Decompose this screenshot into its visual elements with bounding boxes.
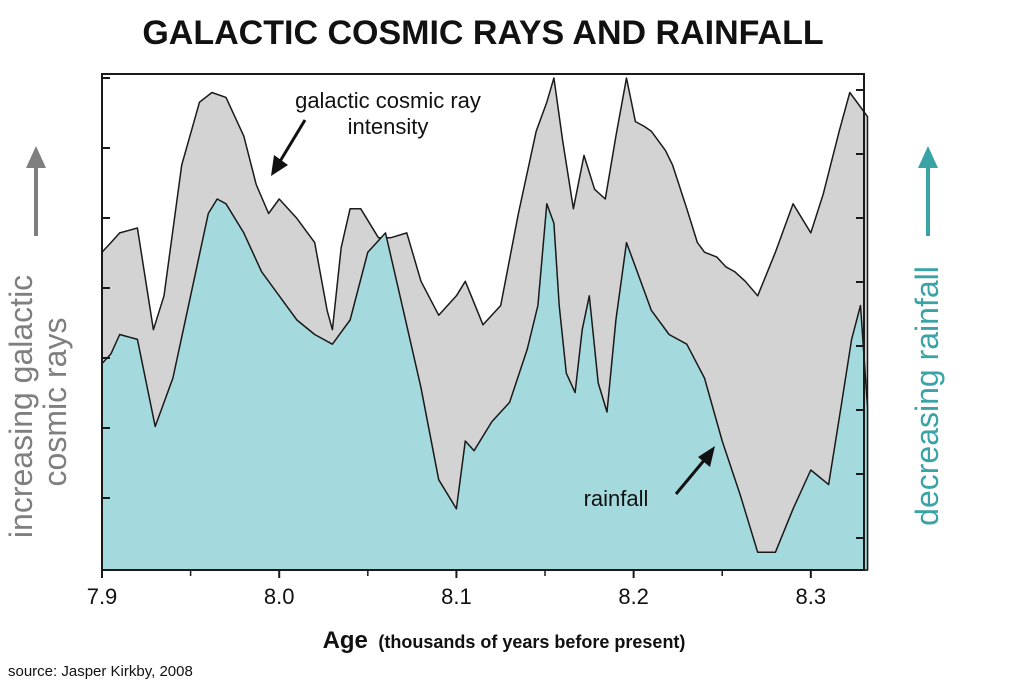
x-tick-label: 8.1 (441, 584, 472, 609)
plot-area (101, 77, 869, 571)
right-up-arrow-icon (918, 146, 938, 168)
left-up-arrow-icon (26, 146, 46, 168)
right-axis-label: decreasing rainfall (909, 266, 945, 526)
x-axis-label: Age (thousands of years before present) (323, 627, 686, 654)
source-note: source: Jasper Kirkby, 2008 (8, 663, 193, 680)
chart-title: GALACTIC COSMIC RAYS AND RAINFALL (142, 14, 823, 52)
x-axis-label-note: (thousands of years before present) (378, 632, 685, 652)
right-axis-ticks (856, 89, 864, 539)
x-tick-label: 8.2 (618, 584, 649, 609)
x-tick-label: 8.0 (264, 584, 295, 609)
plot-frame (101, 73, 865, 571)
cosmic-annotation-line1: galactic cosmic ray (295, 88, 481, 113)
rainfall-area (101, 198, 869, 571)
x-axis-label-main: Age (323, 627, 368, 654)
rainfall-annotation: rainfall (584, 486, 649, 511)
x-axis-ticks: 7.9 8.0 8.1 8.2 8.3 (87, 570, 826, 609)
cosmic-annotation-line2: intensity (348, 114, 429, 139)
rainfall-annotation-arrow-head-icon (698, 446, 715, 467)
left-axis-label-line2: cosmic rays (37, 318, 73, 487)
cosmic-annotation-arrow-head-icon (271, 155, 288, 176)
left-axis-label-line1: increasing galactic (3, 275, 39, 538)
cosmic-annotation-arrow-shaft (277, 119, 307, 164)
x-tick-label: 8.3 (796, 584, 827, 609)
left-axis-ticks (102, 77, 110, 499)
left-axis-label: increasing galactic cosmic rays (3, 266, 73, 538)
rainfall-annotation-arrow-shaft (674, 457, 708, 495)
x-tick-label: 7.9 (87, 584, 118, 609)
